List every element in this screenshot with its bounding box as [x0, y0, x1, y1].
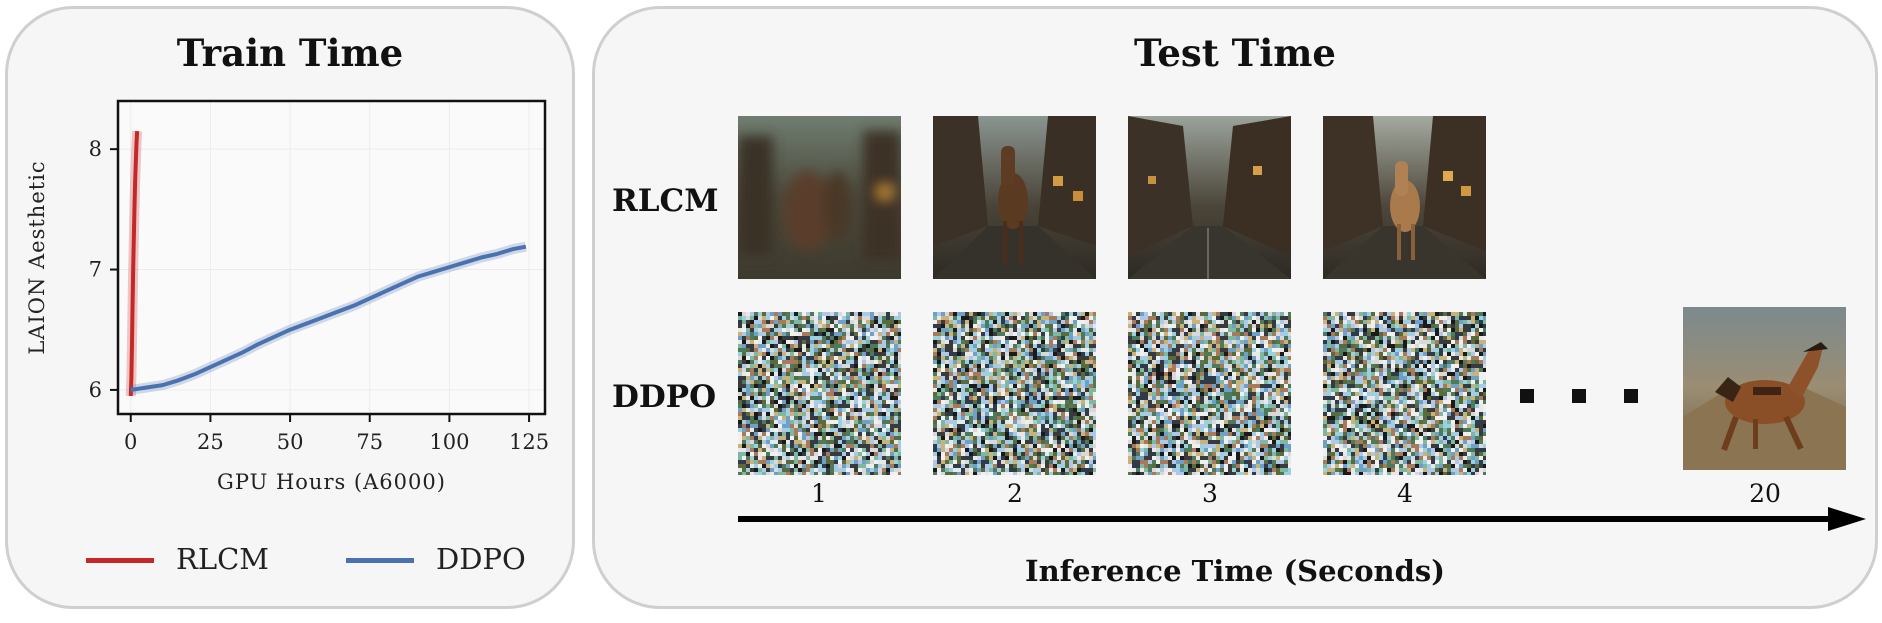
train-time-title: Train Time [176, 31, 404, 75]
ddpo-step-4-image [1323, 312, 1486, 475]
time-label-4: 4 [1397, 479, 1413, 508]
series-line-rlcm [128, 130, 140, 397]
time-label-1: 1 [811, 479, 827, 508]
y-tick-label: 7 [89, 258, 102, 282]
rlcm-step-1-image [738, 116, 901, 279]
ddpo-step-3-image [1128, 312, 1291, 475]
test-time-panel: Test Time RLCM DDPO [592, 6, 1878, 609]
legend-swatch-rlcm [86, 558, 154, 563]
legend-label-ddpo: DDPO [436, 542, 526, 576]
time-label-3: 3 [1202, 479, 1218, 508]
x-tick-label: 125 [509, 430, 549, 454]
inference-time-axis-label: Inference Time (Seconds) [1025, 554, 1445, 588]
ddpo-step-2-image [933, 312, 1096, 475]
x-tick-label: 75 [356, 430, 383, 454]
ddpo-step-20-image [1683, 307, 1846, 470]
rlcm-step-4-image [1323, 116, 1486, 279]
train-time-panel: Train Time 0 25 50 75 100 125 6 7 8 GPU Hours (A6… [5, 6, 575, 609]
time-label-20: 20 [1749, 479, 1781, 508]
legend-label-rlcm: RLCM [176, 542, 269, 576]
legend-item-ddpo: DDPO [346, 540, 576, 580]
series-line-ddpo [130, 244, 527, 392]
train-chart: 0 25 50 75 100 125 6 7 8 GPU Hours (A6000) LAION A… [25, 99, 549, 494]
plot-frame [116, 99, 547, 416]
x-tick-label: 0 [124, 430, 137, 454]
x-tick-label: 50 [277, 430, 304, 454]
row-label-ddpo: DDPO [612, 379, 717, 415]
time-axis-arrow [738, 507, 1866, 531]
y-tick-label: 8 [89, 137, 102, 161]
ddpo-step-1-image [738, 312, 901, 475]
legend-swatch-ddpo [346, 558, 414, 563]
test-time-title: Test Time [1134, 31, 1336, 75]
row-label-rlcm: RLCM [612, 183, 719, 219]
x-tick-label: 100 [429, 430, 469, 454]
y-tick-label: 6 [89, 378, 102, 402]
plot-area [118, 101, 545, 414]
rlcm-step-3-image [1128, 116, 1291, 279]
time-label-2: 2 [1007, 479, 1023, 508]
legend-item-rlcm: RLCM [86, 540, 316, 580]
x-axis-label: GPU Hours (A6000) [217, 470, 446, 494]
y-axis-label: LAION Aesthetic [25, 160, 49, 354]
rlcm-step-2-image [933, 116, 1096, 279]
x-tick-label: 25 [197, 430, 224, 454]
ellipsis-dot-2 [1572, 389, 1586, 403]
ellipsis-dot-3 [1624, 389, 1638, 403]
ellipsis-dot-1 [1520, 389, 1534, 403]
